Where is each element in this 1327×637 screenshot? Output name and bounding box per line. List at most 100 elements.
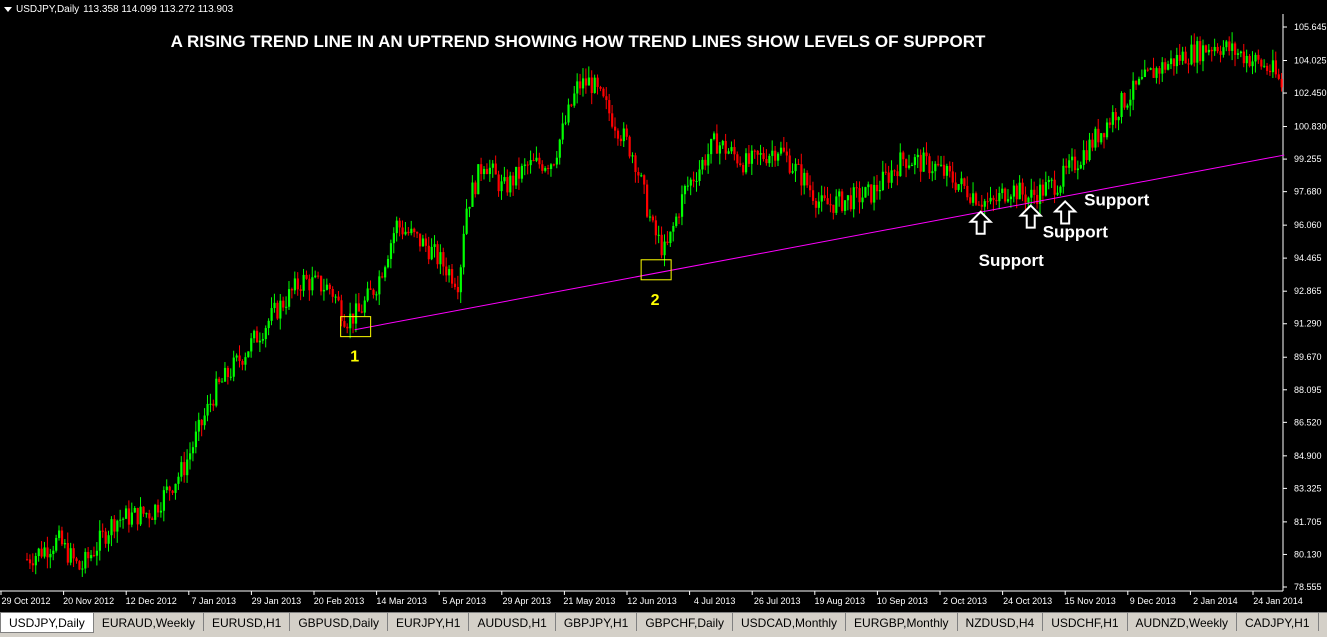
x-tick-label: 12 Dec 2012	[126, 596, 177, 606]
tab-usdcad-monthly[interactable]: USDCAD,Monthly	[733, 613, 847, 631]
candle-body	[1210, 49, 1213, 52]
candle-body	[794, 163, 797, 172]
tab-audusd-h1[interactable]: AUDUSD,H1	[469, 613, 556, 631]
candle-body	[742, 165, 745, 173]
candle-body	[488, 167, 492, 175]
candle-body	[26, 559, 29, 561]
candle-body	[538, 157, 541, 165]
chart-title: A RISING TREND LINE IN AN UPTREND SHOWIN…	[171, 32, 986, 51]
chevron-down-icon[interactable]	[4, 7, 12, 12]
candle-body	[596, 77, 599, 87]
candle-body	[37, 548, 40, 557]
candle-body	[826, 198, 829, 205]
tab-eurgbp-monthly[interactable]: EURGBP,Monthly	[846, 613, 958, 631]
candle-body	[509, 175, 512, 193]
candle-body	[878, 189, 882, 192]
candle-body	[1076, 168, 1080, 171]
candle-body	[459, 267, 462, 293]
candle-body	[1167, 64, 1170, 70]
candle-body	[893, 170, 896, 172]
tab-gbpusd-daily[interactable]: GBPUSD,Daily	[290, 613, 388, 631]
tab-eurusd-h1[interactable]: EURUSD,H1	[204, 613, 291, 631]
candle-body	[1117, 116, 1120, 121]
candle-body	[1068, 160, 1071, 168]
candle-body	[683, 185, 687, 195]
candle-body	[643, 175, 646, 185]
candle-body	[1021, 182, 1024, 195]
candle-body	[203, 415, 206, 426]
candle-body	[320, 275, 323, 292]
candle-body	[966, 185, 969, 198]
candle-body	[1132, 80, 1135, 100]
candle-body	[753, 150, 756, 152]
x-tick-label: 26 Jul 2013	[754, 596, 801, 606]
candle-body	[809, 185, 812, 191]
candle-body	[558, 139, 561, 158]
candle-body	[142, 506, 145, 514]
tab-usdchf-h1[interactable]: USDCHF,H1	[1043, 613, 1128, 631]
candle-body	[829, 204, 832, 206]
candle-body	[544, 167, 547, 171]
candle-body	[771, 150, 774, 156]
candle-body	[1213, 46, 1216, 52]
candle-body	[445, 266, 448, 276]
candle-body	[701, 159, 704, 170]
candle-body	[736, 154, 739, 164]
candle-body	[159, 510, 163, 513]
candle-body	[127, 508, 131, 525]
candle-body	[325, 284, 329, 290]
candle-body	[587, 77, 591, 86]
candle-body	[215, 378, 218, 406]
candle-body	[421, 238, 425, 247]
chart-area[interactable]: 105.645 104.025 102.450 100.830 99.255 97.680…	[0, 0, 1327, 612]
candle-body	[759, 153, 762, 155]
candle-body	[1187, 63, 1190, 65]
candle-body	[404, 231, 407, 235]
candle-body	[381, 276, 384, 278]
tab-audnzd-weekly[interactable]: AUDNZD,Weekly	[1128, 613, 1238, 631]
tab-gbpjpy-h1[interactable]: GBPJPY,H1	[556, 613, 638, 631]
x-tick-label: 4 Jul 2013	[694, 596, 736, 606]
tab-usdjpy-daily[interactable]: USDJPY,Daily	[0, 613, 94, 633]
candle-body	[791, 171, 794, 173]
candle-body	[200, 419, 203, 426]
candle-body	[715, 133, 719, 154]
candle-body	[433, 244, 436, 247]
tab-cadjpy-h1[interactable]: CADJPY,H1	[1237, 613, 1319, 631]
candle-body	[1044, 182, 1048, 196]
candle-body	[934, 163, 937, 172]
y-tick-label: 92.865	[1294, 286, 1322, 296]
x-tick-label: 15 Nov 2013	[1065, 596, 1116, 606]
candle-body	[1242, 51, 1245, 64]
candle-body	[28, 559, 32, 564]
candle-body	[584, 78, 588, 86]
candle-body	[1199, 41, 1202, 62]
candle-body	[692, 179, 695, 182]
tab-gbpchf-daily[interactable]: GBPCHF,Daily	[637, 613, 734, 631]
candle-body	[218, 378, 221, 383]
candle-body	[151, 518, 154, 520]
candle-body	[744, 153, 748, 173]
candle-body	[145, 513, 148, 515]
candle-body	[506, 177, 509, 193]
candle-body	[337, 296, 340, 301]
price-chart[interactable]: 105.645 104.025 102.450 100.830 99.255 97.680…	[0, 0, 1327, 612]
candle-body	[317, 275, 320, 277]
candle-body	[186, 459, 189, 476]
up-arrow-icon	[968, 210, 994, 235]
candle-body	[72, 548, 75, 559]
candle-body	[902, 152, 905, 160]
candle-body	[972, 193, 975, 203]
candle-body	[308, 278, 311, 291]
candle-body	[1140, 77, 1144, 79]
candle-body	[846, 195, 850, 201]
y-tick-label: 78.555	[1294, 582, 1322, 592]
tab-nzdusd-h4[interactable]: NZDUSD,H4	[958, 613, 1044, 631]
candle-body	[1033, 189, 1036, 195]
candle-body	[640, 175, 643, 177]
tab-euraud-weekly[interactable]: EURAUD,Weekly	[94, 613, 204, 631]
candle-body	[328, 284, 331, 289]
candle-body	[974, 193, 978, 205]
tab-eurjpy-h1[interactable]: EURJPY,H1	[388, 613, 470, 631]
candle-body	[561, 123, 564, 140]
